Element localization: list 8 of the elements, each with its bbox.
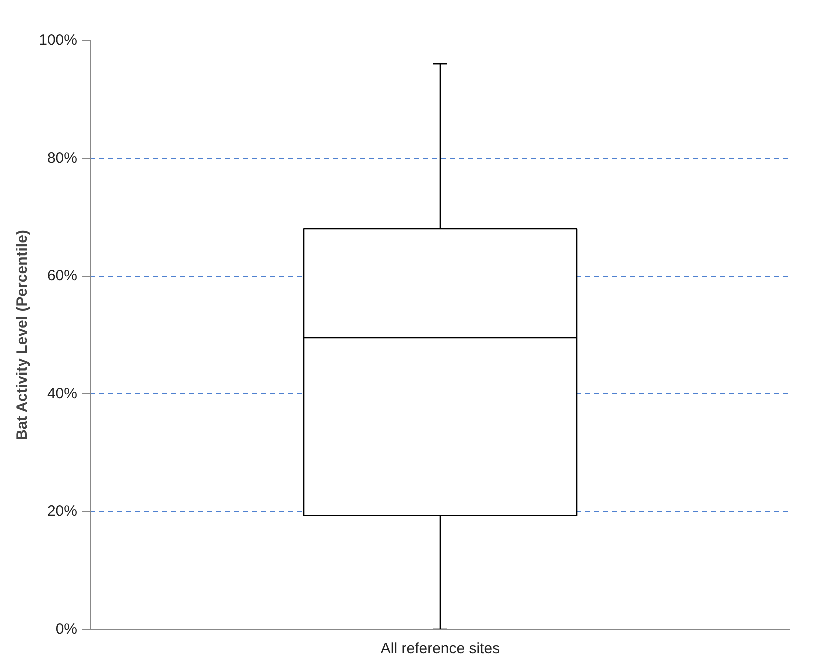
y-tick-label: 80% xyxy=(47,150,78,167)
y-tick-label: 40% xyxy=(47,385,78,402)
y-tick-label: 0% xyxy=(56,621,78,638)
y-tick-label: 100% xyxy=(39,32,78,49)
x-tick-label: All reference sites xyxy=(380,640,500,658)
y-tick-label: 20% xyxy=(47,503,78,520)
y-tick-label: 60% xyxy=(47,268,78,285)
y-axis-title: Bat Activity Level (Percentile) xyxy=(14,230,32,440)
